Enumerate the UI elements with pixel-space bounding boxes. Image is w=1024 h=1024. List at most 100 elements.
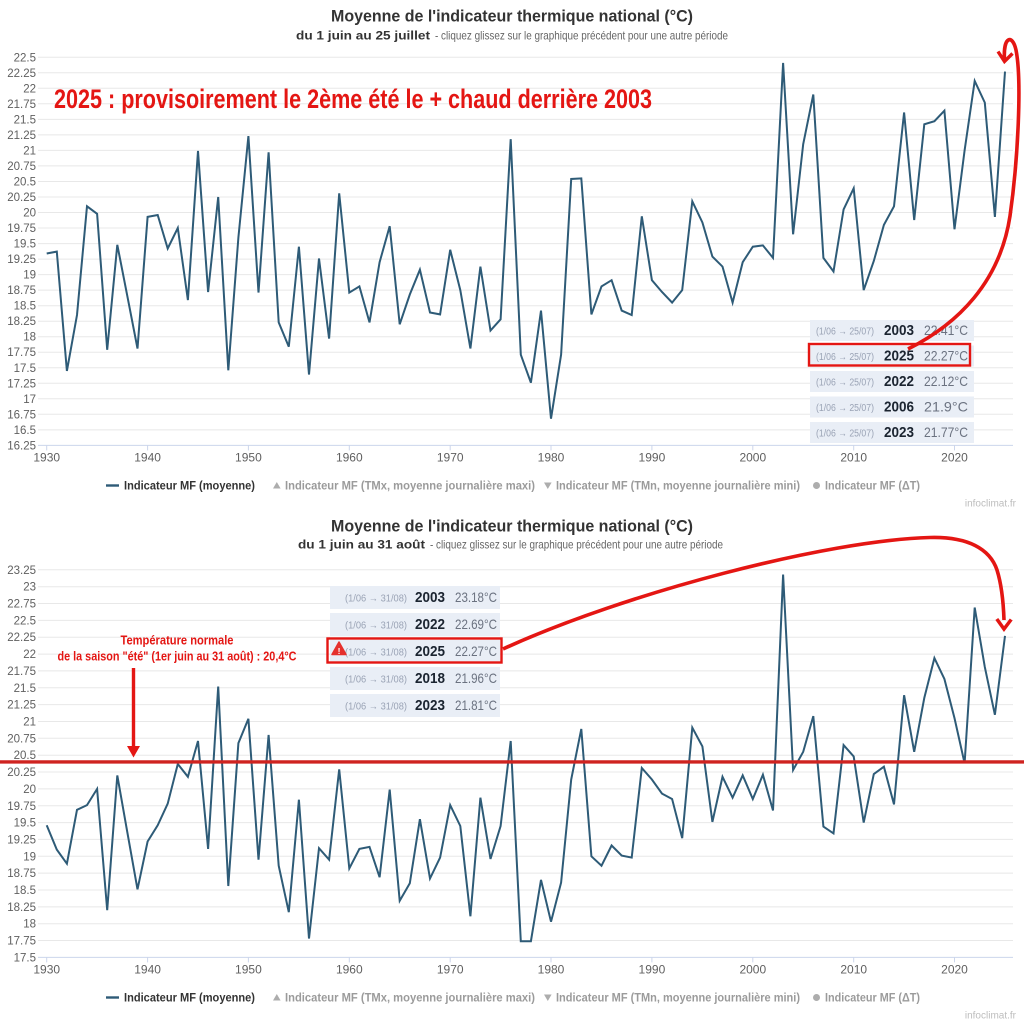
svg-text:18.75: 18.75: [7, 285, 36, 297]
svg-text:(1/06 → 31/08): (1/06 → 31/08): [345, 675, 407, 686]
svg-text:21.75: 21.75: [7, 666, 36, 678]
svg-text:21.25: 21.25: [7, 130, 36, 142]
svg-text:17.5: 17.5: [14, 952, 36, 964]
svg-text:1970: 1970: [437, 963, 464, 977]
svg-text:19: 19: [23, 270, 36, 282]
svg-text:19.25: 19.25: [7, 834, 36, 846]
svg-text:21.75: 21.75: [7, 99, 36, 111]
svg-text:2003: 2003: [415, 590, 445, 606]
svg-text:16.25: 16.25: [7, 440, 36, 452]
svg-text:2003: 2003: [884, 323, 914, 339]
svg-text:2020: 2020: [941, 451, 968, 465]
svg-text:19.75: 19.75: [7, 801, 36, 813]
svg-text:Moyenne de l'indicateur thermi: Moyenne de l'indicateur thermique nation…: [331, 8, 693, 26]
svg-text:du 1 juin au 25 juillet: du 1 juin au 25 juillet: [296, 29, 430, 43]
svg-text:(1/06 → 31/08): (1/06 → 31/08): [345, 702, 407, 713]
svg-text:17.75: 17.75: [7, 936, 36, 948]
svg-text:21.9°C: 21.9°C: [924, 399, 968, 415]
svg-text:2000: 2000: [739, 963, 766, 977]
svg-text:2023: 2023: [884, 425, 914, 441]
svg-text:22.27°C: 22.27°C: [924, 348, 968, 364]
svg-text:21.96°C: 21.96°C: [455, 670, 497, 686]
svg-text:16.75: 16.75: [7, 409, 36, 421]
svg-text:17.25: 17.25: [7, 378, 36, 390]
svg-text:21.5: 21.5: [14, 683, 36, 695]
svg-text:1930: 1930: [33, 963, 60, 977]
svg-text:18.5: 18.5: [14, 885, 36, 897]
svg-text:22.12°C: 22.12°C: [924, 373, 968, 389]
svg-text:!: !: [338, 646, 341, 656]
svg-text:20: 20: [23, 784, 36, 796]
svg-text:de la saison "été" (1er juin a: de la saison "été" (1er juin au 31 août)…: [58, 649, 297, 664]
svg-text:Moyenne de l'indicateur thermi: Moyenne de l'indicateur thermique nation…: [331, 518, 693, 536]
svg-text:2000: 2000: [739, 451, 766, 465]
svg-text:Indicateur MF (TMx, moyenne jo: Indicateur MF (TMx, moyenne journalière …: [285, 991, 535, 1005]
svg-text:22: 22: [23, 83, 36, 95]
svg-text:2022: 2022: [415, 617, 445, 633]
svg-text:20.25: 20.25: [7, 767, 36, 779]
svg-text:18: 18: [23, 919, 36, 931]
svg-text:(1/06 → 31/08): (1/06 → 31/08): [345, 621, 407, 632]
svg-text:Indicateur MF (ΔT): Indicateur MF (ΔT): [825, 991, 920, 1005]
svg-text:Température normale: Température normale: [121, 633, 234, 648]
svg-text:18: 18: [23, 332, 36, 344]
svg-text:1990: 1990: [639, 451, 666, 465]
svg-text:18.25: 18.25: [7, 316, 36, 328]
svg-text:19.5: 19.5: [14, 818, 36, 830]
svg-text:(1/06 → 25/07): (1/06 → 25/07): [816, 403, 874, 414]
svg-text:23.25: 23.25: [7, 565, 36, 577]
svg-text:21.5: 21.5: [14, 114, 36, 126]
svg-text:22.25: 22.25: [7, 68, 36, 80]
svg-text:19.75: 19.75: [7, 223, 36, 235]
svg-text:2020: 2020: [941, 963, 968, 977]
svg-text:2025 : provisoirement le 2ème: 2025 : provisoirement le 2ème été le + c…: [54, 84, 652, 114]
svg-text:1950: 1950: [235, 963, 262, 977]
svg-text:16.5: 16.5: [14, 425, 36, 437]
svg-text:2018: 2018: [415, 671, 445, 687]
svg-text:20: 20: [23, 208, 36, 220]
svg-text:1930: 1930: [33, 451, 60, 465]
svg-text:infoclimat.fr: infoclimat.fr: [965, 1011, 1017, 1022]
svg-text:22.25: 22.25: [7, 632, 36, 644]
svg-text:(1/06 → 25/07): (1/06 → 25/07): [816, 378, 874, 389]
svg-text:(1/06 → 25/07): (1/06 → 25/07): [816, 327, 874, 338]
svg-text:2006: 2006: [884, 400, 914, 416]
svg-text:2010: 2010: [840, 451, 867, 465]
svg-text:(1/06 → 25/07): (1/06 → 25/07): [816, 429, 874, 440]
svg-text:1950: 1950: [235, 451, 262, 465]
svg-text:22.27°C: 22.27°C: [455, 643, 497, 659]
svg-text:23.18°C: 23.18°C: [455, 589, 497, 605]
svg-text:1960: 1960: [336, 451, 363, 465]
svg-text:2025: 2025: [884, 349, 914, 365]
svg-text:21: 21: [23, 145, 36, 157]
svg-text:22.75: 22.75: [7, 599, 36, 611]
svg-text:2023: 2023: [415, 698, 445, 714]
svg-text:2022: 2022: [884, 374, 914, 390]
svg-text:- cliquez glissez sur le graph: - cliquez glissez sur le graphique précé…: [435, 29, 728, 43]
svg-text:18.75: 18.75: [7, 868, 36, 880]
svg-text:(1/06 → 31/08): (1/06 → 31/08): [345, 594, 407, 605]
svg-text:1980: 1980: [538, 963, 565, 977]
svg-text:17.5: 17.5: [14, 363, 36, 375]
svg-text:Indicateur MF (ΔT): Indicateur MF (ΔT): [825, 479, 920, 493]
svg-text:17.75: 17.75: [7, 347, 36, 359]
svg-text:22.69°C: 22.69°C: [455, 616, 497, 632]
svg-text:Indicateur MF (moyenne): Indicateur MF (moyenne): [124, 479, 255, 493]
svg-text:18.25: 18.25: [7, 902, 36, 914]
svg-text:(1/06 → 31/08): (1/06 → 31/08): [345, 648, 407, 659]
svg-text:1940: 1940: [134, 451, 161, 465]
svg-text:1940: 1940: [134, 963, 161, 977]
svg-text:1980: 1980: [538, 451, 565, 465]
svg-text:20.5: 20.5: [14, 750, 36, 762]
svg-text:19: 19: [23, 851, 36, 863]
svg-text:- cliquez glissez sur le graph: - cliquez glissez sur le graphique précé…: [430, 538, 723, 552]
svg-text:(1/06 → 25/07): (1/06 → 25/07): [816, 352, 874, 363]
svg-text:20.5: 20.5: [14, 177, 36, 189]
svg-text:1960: 1960: [336, 963, 363, 977]
svg-text:Indicateur MF (TMn, moyenne jo: Indicateur MF (TMn, moyenne journalière …: [556, 991, 800, 1005]
svg-text:17: 17: [23, 394, 36, 406]
svg-text:19.25: 19.25: [7, 254, 36, 266]
svg-text:23: 23: [23, 582, 36, 594]
svg-text:Indicateur MF (moyenne): Indicateur MF (moyenne): [124, 991, 255, 1005]
svg-text:1990: 1990: [639, 963, 666, 977]
